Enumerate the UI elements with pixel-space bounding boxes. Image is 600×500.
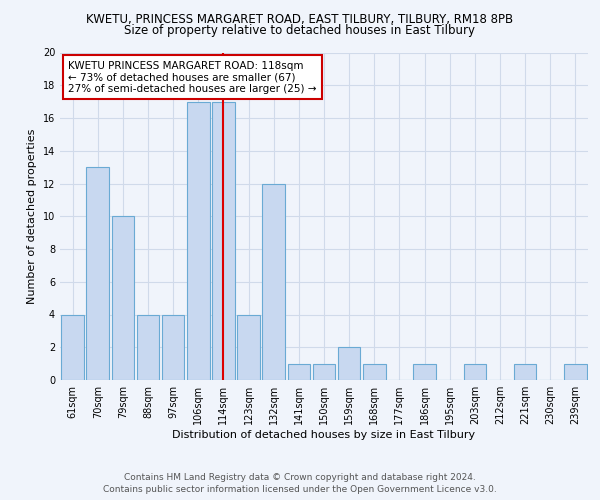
Bar — [262, 184, 285, 380]
Bar — [86, 167, 109, 380]
Bar — [187, 102, 209, 380]
Bar — [287, 364, 310, 380]
Bar — [112, 216, 134, 380]
Text: Contains HM Land Registry data © Crown copyright and database right 2024.
Contai: Contains HM Land Registry data © Crown c… — [103, 473, 497, 494]
Bar — [212, 102, 235, 380]
Bar — [61, 314, 84, 380]
Bar — [413, 364, 436, 380]
Bar — [363, 364, 386, 380]
Bar — [338, 347, 361, 380]
Bar — [464, 364, 486, 380]
Y-axis label: Number of detached properties: Number of detached properties — [27, 128, 37, 304]
Text: Size of property relative to detached houses in East Tilbury: Size of property relative to detached ho… — [125, 24, 476, 37]
Text: KWETU PRINCESS MARGARET ROAD: 118sqm
← 73% of detached houses are smaller (67)
2: KWETU PRINCESS MARGARET ROAD: 118sqm ← 7… — [68, 60, 316, 94]
Bar — [137, 314, 160, 380]
Bar — [237, 314, 260, 380]
Bar — [313, 364, 335, 380]
X-axis label: Distribution of detached houses by size in East Tilbury: Distribution of detached houses by size … — [172, 430, 476, 440]
Bar — [564, 364, 587, 380]
Text: KWETU, PRINCESS MARGARET ROAD, EAST TILBURY, TILBURY, RM18 8PB: KWETU, PRINCESS MARGARET ROAD, EAST TILB… — [86, 12, 514, 26]
Bar — [162, 314, 184, 380]
Bar — [514, 364, 536, 380]
